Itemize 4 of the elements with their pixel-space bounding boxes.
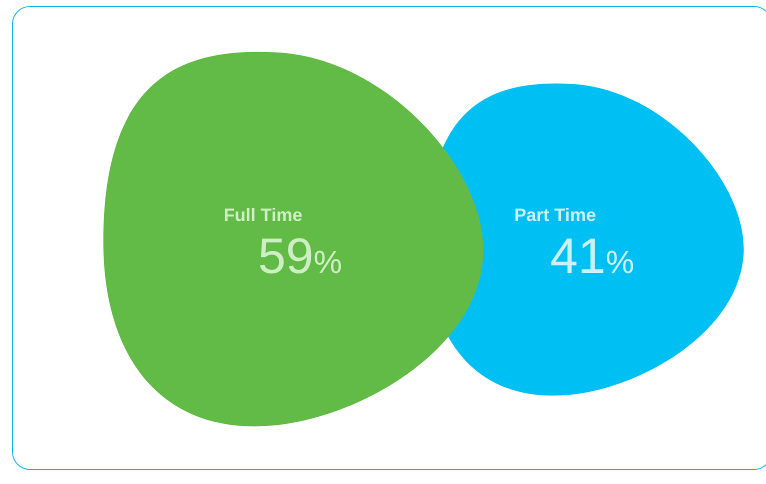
data-label: 41%: [550, 228, 634, 284]
category-label: Full Time: [224, 205, 302, 225]
category-label: Part Time: [514, 205, 596, 225]
data-label: 59%: [258, 228, 342, 284]
